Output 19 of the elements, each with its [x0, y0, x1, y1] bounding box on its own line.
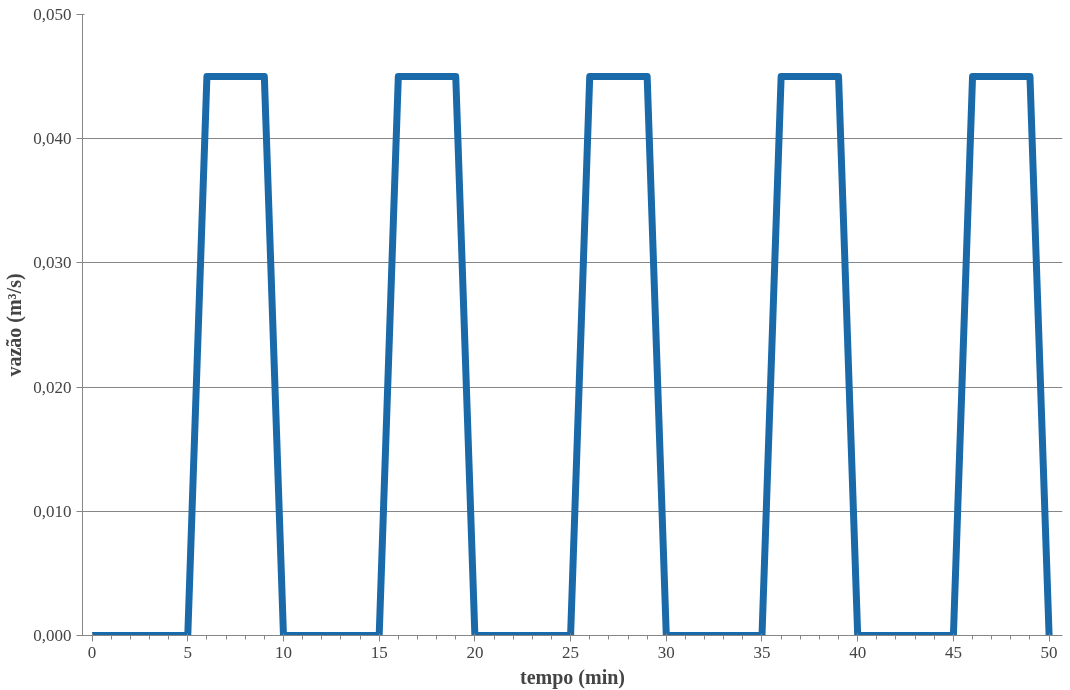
x-tick-label: 10	[274, 642, 292, 662]
y-tick-label: 0,020	[33, 377, 72, 397]
x-tick-label: 40	[849, 642, 867, 662]
y-tick-label: 0,010	[33, 501, 72, 521]
y-axis-title: vazão (m³/s)	[3, 273, 27, 377]
x-axis-title: tempo (min)	[520, 665, 625, 689]
x-tick-label: 20	[466, 642, 484, 662]
y-tick-label: 0,000	[33, 626, 72, 645]
x-tick-label: 0	[87, 642, 97, 662]
x-tick-label: 15	[370, 642, 388, 662]
y-tick-label: 0,040	[33, 129, 72, 149]
y-tick-label: 0,050	[33, 5, 72, 24]
y-tick-label: 0,030	[33, 253, 72, 273]
x-tick-label: 45	[944, 642, 962, 662]
x-tick-label: 30	[657, 642, 675, 662]
x-tick-label: 35	[753, 642, 771, 662]
x-tick-label: 25	[562, 642, 580, 662]
x-tick-label: 50	[1040, 642, 1058, 662]
x-tick-label: 5	[183, 642, 193, 662]
